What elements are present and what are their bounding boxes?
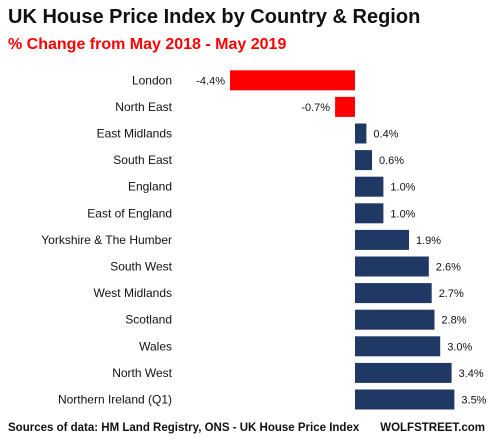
data-label: -0.7% [301,102,330,114]
category-label: South East [113,153,172,167]
bar [355,123,367,144]
bar [355,150,372,171]
bar [355,203,384,224]
category-label: East Midlands [97,127,172,141]
category-label: South West [110,260,172,274]
chart-title: UK House Price Index by Country & Region [8,6,421,28]
category-label: London [132,73,172,87]
category-label: Northern Ireland (Q1) [58,393,172,407]
data-label: 2.8% [442,315,467,327]
data-label: -4.4% [196,75,225,87]
chart-subtitle: % Change from May 2018 - May 2019 [8,36,287,53]
data-label: 2.7% [439,288,464,300]
bar [355,176,384,197]
category-label: Scotland [125,313,172,327]
category-label: North West [112,366,172,380]
bar [355,229,409,250]
bar [355,336,441,357]
data-label: 1.9% [416,235,441,247]
data-label: 0.4% [373,129,398,141]
category-label: Yorkshire & The Humber [41,233,172,247]
data-label: 3.4% [459,368,484,380]
bar [230,70,355,91]
category-label: East of England [87,206,172,220]
bar [355,362,452,383]
data-label: 0.6% [379,155,404,167]
data-label: 3.0% [447,341,472,353]
data-label: 1.0% [390,182,415,194]
data-label: 1.0% [390,208,415,220]
data-label: 3.5% [461,395,486,407]
bar [355,389,455,410]
bar [355,256,429,277]
bar-chart: London -4.4% North East -0.7% East Midlands 0… [41,70,487,410]
bar [355,283,432,304]
category-label: Wales [139,339,172,353]
category-label: West Midlands [94,286,172,300]
data-label: 2.6% [436,262,461,274]
brand-label: WOLFSTREET.com [380,422,485,434]
category-label: North East [115,100,172,114]
bar [355,309,435,330]
source-note: Sources of data: HM Land Registry, ONS -… [8,422,360,434]
category-label: England [128,180,172,194]
bar [335,96,355,117]
